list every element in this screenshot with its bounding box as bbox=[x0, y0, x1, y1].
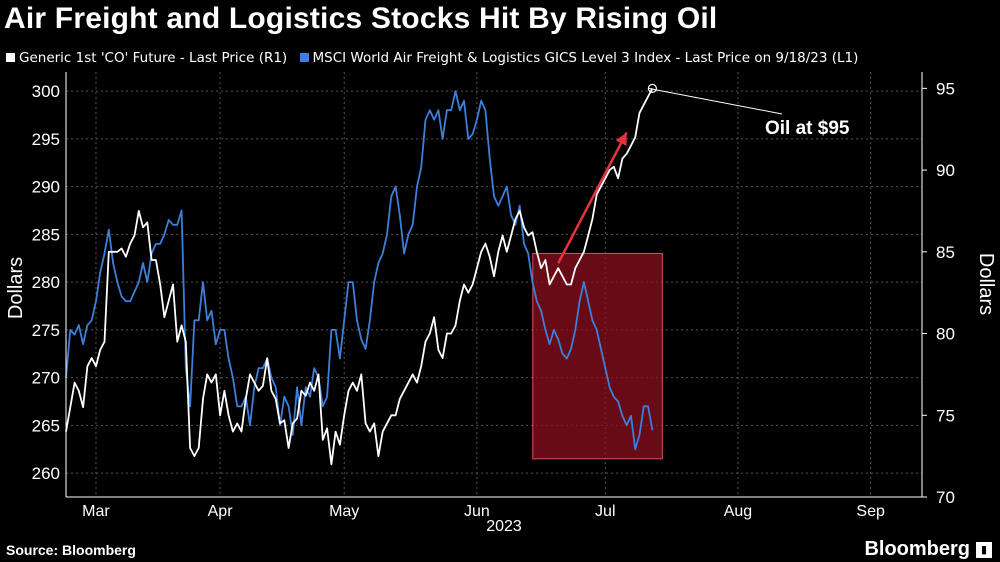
bloomberg-terminal-icon: ▮ bbox=[976, 541, 992, 558]
y-tick-left: 300 bbox=[32, 82, 60, 101]
y-tick-right: 75 bbox=[936, 406, 955, 425]
y-tick-right: 95 bbox=[936, 79, 955, 98]
y-tick-left: 280 bbox=[32, 273, 60, 292]
y-tick-right: 90 bbox=[936, 161, 955, 180]
index-series-line bbox=[65, 90, 654, 451]
x-tick-label: Jun bbox=[464, 503, 490, 520]
x-tick-label: Aug bbox=[724, 503, 752, 520]
annotation-leader-line bbox=[648, 87, 783, 115]
legend-label-oil: Generic 1st 'CO' Future - Last Price (R1… bbox=[19, 50, 288, 66]
trend-arrow-head bbox=[615, 132, 627, 146]
chart-title: Air Freight and Logistics Stocks Hit By … bbox=[4, 2, 718, 35]
x-tick-label: Sep bbox=[856, 503, 885, 520]
y-tick-left: 265 bbox=[32, 416, 60, 435]
chart-gridlines bbox=[66, 72, 922, 497]
legend-item-oil: Generic 1st 'CO' Future - Last Price (R1… bbox=[6, 50, 292, 66]
y-tick-left: 290 bbox=[32, 178, 60, 197]
y-axis-label-left: Dollars bbox=[5, 257, 27, 319]
oil-annotation-label: Oil at $95 bbox=[765, 118, 850, 139]
x-tick-label: Jul bbox=[595, 503, 615, 520]
chart-axes: 260 265 270 275 280 285 290 295 300 70 75 80 85 90 95 M… bbox=[32, 72, 955, 520]
chart-legend: Generic 1st 'CO' Future - Last Price (R1… bbox=[6, 50, 866, 66]
brand-logo: Bloomberg ▮ bbox=[864, 538, 992, 561]
x-axis-year-label: 2023 bbox=[486, 518, 522, 535]
y-axis-label-right: Dollars bbox=[975, 253, 997, 315]
x-tick-label: May bbox=[329, 503, 359, 520]
y-tick-left: 285 bbox=[32, 225, 60, 244]
y-tick-right: 85 bbox=[936, 243, 955, 262]
x-tick-label: Mar bbox=[82, 503, 110, 520]
legend-label-index: MSCI World Air Freight & Logistics GICS … bbox=[312, 50, 859, 66]
y-tick-left: 270 bbox=[32, 369, 60, 388]
y-tick-right: 80 bbox=[936, 325, 955, 344]
chart-series bbox=[65, 87, 654, 466]
oil-series-line bbox=[65, 87, 654, 466]
y-tick-left: 295 bbox=[32, 130, 60, 149]
legend-item-index: MSCI World Air Freight & Logistics GICS … bbox=[299, 50, 859, 66]
decline-highlight-box bbox=[532, 252, 663, 460]
legend-swatch-index bbox=[299, 53, 309, 62]
chart-annotations: Oil at $95 bbox=[557, 83, 850, 264]
y-tick-right: 70 bbox=[936, 488, 955, 507]
trend-arrow-line bbox=[557, 131, 628, 264]
brand-name: Bloomberg bbox=[864, 538, 970, 560]
x-tick-label: Apr bbox=[208, 503, 234, 520]
y-tick-left: 260 bbox=[32, 464, 60, 483]
y-tick-left: 275 bbox=[32, 321, 60, 340]
source-note: Source: Bloomberg bbox=[6, 542, 136, 558]
legend-swatch-oil bbox=[6, 53, 15, 62]
